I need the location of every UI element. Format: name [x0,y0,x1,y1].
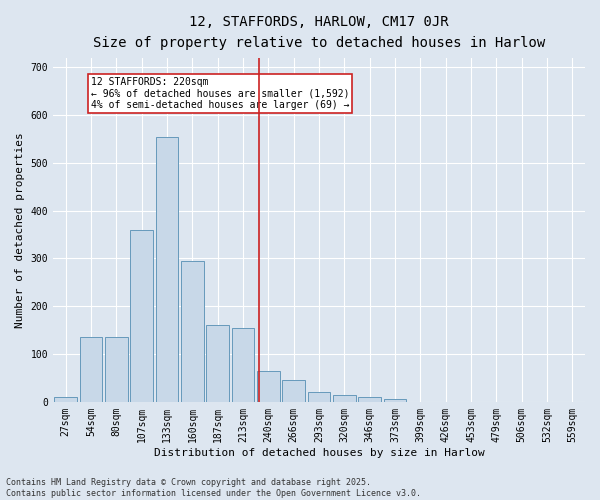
Text: Contains HM Land Registry data © Crown copyright and database right 2025.
Contai: Contains HM Land Registry data © Crown c… [6,478,421,498]
Y-axis label: Number of detached properties: Number of detached properties [15,132,25,328]
Bar [383,400,406,402]
Bar [282,380,305,402]
Bar [257,371,280,402]
Bar [80,338,103,402]
Bar [155,136,178,402]
Bar [206,326,229,402]
Text: 12 STAFFORDS: 220sqm
← 96% of detached houses are smaller (1,592)
4% of semi-det: 12 STAFFORDS: 220sqm ← 96% of detached h… [91,77,350,110]
Title: 12, STAFFORDS, HARLOW, CM17 0JR
Size of property relative to detached houses in : 12, STAFFORDS, HARLOW, CM17 0JR Size of … [93,15,545,50]
Bar [55,397,77,402]
Bar [333,394,356,402]
X-axis label: Distribution of detached houses by size in Harlow: Distribution of detached houses by size … [154,448,484,458]
Bar [358,397,381,402]
Bar [308,392,331,402]
Bar [105,338,128,402]
Bar [181,261,204,402]
Bar [130,230,153,402]
Bar [232,328,254,402]
